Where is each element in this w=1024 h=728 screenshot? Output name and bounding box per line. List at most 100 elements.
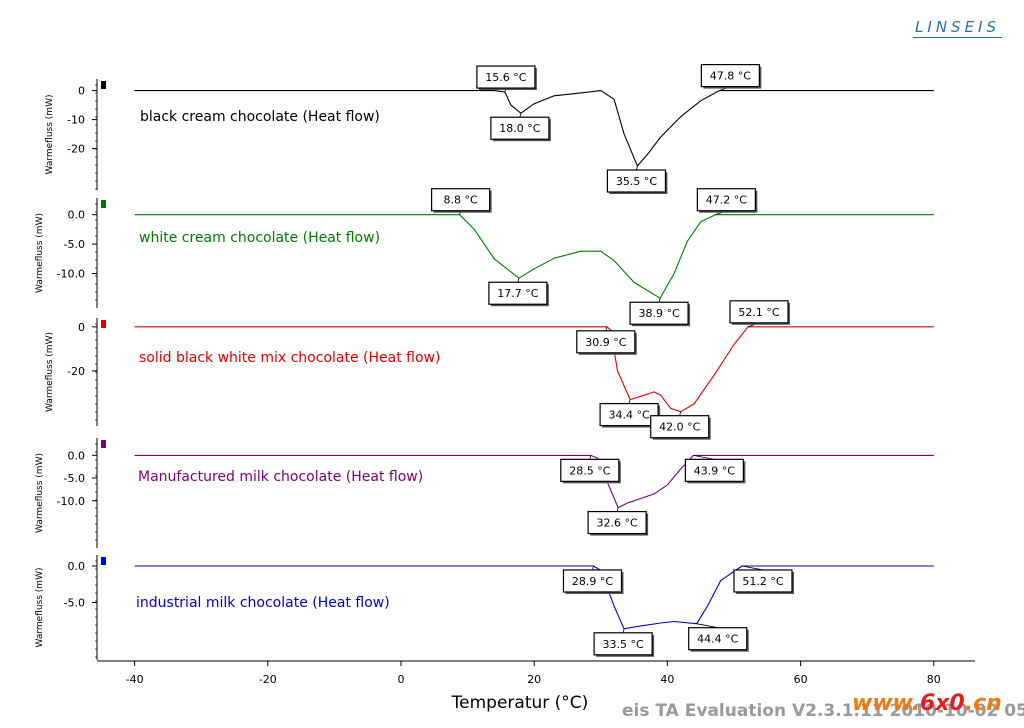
temperature-annotation: 34.4 °C: [599, 399, 661, 428]
temperature-annotation: 28.9 °C: [562, 565, 624, 594]
y-tick-label: -5.0: [64, 597, 85, 610]
annotation-leader: [693, 454, 715, 460]
x-axis-label: Temperatur (°C): [451, 693, 589, 713]
x-tick-label: 60: [794, 673, 808, 686]
x-tick-label: -40: [126, 673, 144, 686]
series-marker: [101, 440, 106, 448]
annotation-leader: [658, 298, 661, 303]
series-line: [134, 326, 934, 413]
y-tick-label: 0.0: [68, 560, 86, 573]
temperature-annotation: 47.8 °C: [700, 63, 762, 91]
annotation-label: 18.0 °C: [499, 122, 540, 135]
y-tick-label: -5.0: [64, 472, 85, 485]
annotation-leader: [636, 165, 638, 171]
annotation-box: [576, 330, 636, 354]
software-footer: eis TA Evaluation V2.3.1.11 2010-10-02 0…: [622, 701, 1024, 721]
y-tick-label: -20: [67, 365, 85, 378]
series-name-label: industrial milk chocolate (Heat flow): [136, 595, 390, 611]
panel-2: 0.0 -5.0 -10.0 Warmefluss (mW) white cream c…: [35, 188, 934, 327]
annotation-box: [560, 458, 620, 482]
annotation-label: 47.2 °C: [706, 194, 747, 207]
annotation-leader: [679, 411, 682, 416]
panel-4: 0.0 -5.0 -10.0 Warmefluss (mW) Manufactured …: [35, 438, 934, 548]
x-tick-label: 40: [660, 673, 674, 686]
annotation-box: [488, 281, 548, 305]
annotation-box: [629, 301, 689, 325]
annotation-box: [606, 169, 667, 193]
series-marker: [101, 81, 106, 89]
y-axis-label: Warmefluss (mW): [35, 453, 45, 533]
annotation-label: 15.6 °C: [485, 71, 526, 84]
temperature-annotation: 35.5 °C: [606, 165, 668, 194]
annotation-label: 38.9 °C: [638, 307, 679, 320]
annotation-box: [476, 65, 536, 89]
linseis-logo: LINSEIS: [913, 18, 1002, 38]
annotation-leader: [696, 623, 718, 629]
annotation-label: 34.4 °C: [609, 409, 650, 422]
annotation-label: 28.9 °C: [572, 575, 613, 588]
watermark-prefix: www.: [852, 691, 920, 716]
annotation-label: 33.5 °C: [603, 638, 644, 651]
annotation-label: 44.4 °C: [697, 633, 738, 646]
annotation-box: [562, 569, 623, 593]
temperature-annotation: 18.0 °C: [490, 113, 551, 142]
series-marker: [101, 557, 106, 565]
temperature-annotation: 51.2 °C: [733, 565, 794, 594]
temperature-annotation: 30.9 °C: [576, 326, 637, 355]
temperature-annotation: 47.2 °C: [696, 188, 758, 216]
temperature-annotation: 15.6 °C: [476, 65, 537, 93]
annotation-label: 30.9 °C: [585, 336, 626, 349]
series-line: [134, 454, 934, 509]
temperature-annotation: 17.7 °C: [488, 278, 549, 307]
x-tick-label: -20: [259, 673, 277, 686]
annotation-box: [593, 632, 653, 656]
watermark-suffix: .cn: [964, 691, 1002, 716]
annotation-box: [684, 458, 744, 482]
annotation-leader: [741, 565, 764, 571]
y-axis-label: Warmefluss (mW): [45, 95, 55, 175]
annotation-leader: [622, 628, 625, 633]
y-tick-label: 0.0: [68, 209, 86, 222]
annotation-leader: [628, 399, 631, 404]
annotation-label: 43.9 °C: [694, 464, 735, 477]
annotation-box: [650, 415, 710, 439]
y-tick-label: 0.0: [68, 449, 86, 462]
annotation-leader: [616, 507, 619, 512]
annotation-label: 32.6 °C: [597, 517, 638, 530]
annotation-box: [696, 188, 756, 212]
annotation-label: 42.0 °C: [659, 421, 700, 434]
y-axis-label: Warmefluss (mW): [35, 568, 45, 648]
annotation-label: 47.8 °C: [710, 70, 751, 83]
watermark-mid: 6x0: [919, 691, 965, 716]
x-tick-label: 20: [527, 673, 541, 686]
annotation-leader: [519, 113, 522, 118]
y-tick-label: -10.0: [57, 268, 85, 281]
y-tick-label: -5.0: [64, 238, 85, 251]
temperature-annotation: 43.9 °C: [684, 454, 746, 484]
annotation-label: 52.1 °C: [738, 306, 779, 319]
annotation-leader: [517, 278, 520, 283]
series-marker: [101, 200, 106, 208]
temperature-annotation: 32.6 °C: [587, 507, 649, 536]
annotation-box: [700, 63, 760, 88]
y-tick-label: 0: [78, 321, 85, 334]
panel-1: 0 -10 -20 Warmefluss (mW) black cream chocol…: [45, 63, 934, 194]
series-line: [134, 214, 934, 299]
annotation-box: [431, 188, 491, 212]
series-name-label: solid black white mix chocolate (Heat fl…: [139, 350, 440, 366]
temperature-annotation: 38.9 °C: [629, 298, 691, 327]
panel-5: 0.0 -5.0 Warmefluss (mW) industrial milk ch…: [35, 555, 934, 660]
annotation-box: [688, 627, 748, 651]
series-line: [134, 90, 934, 167]
y-tick-label: -10: [67, 114, 85, 127]
annotation-leader: [592, 565, 594, 571]
y-tick-label: -20: [67, 143, 85, 156]
temperature-annotation: 44.4 °C: [688, 623, 749, 652]
annotation-box: [587, 510, 647, 535]
series-marker: [101, 320, 106, 328]
watermark: www.6x0.cn: [852, 691, 1002, 716]
annotation-box: [733, 569, 793, 593]
annotation-leader: [589, 455, 592, 460]
temperature-annotation: 33.5 °C: [593, 628, 655, 657]
